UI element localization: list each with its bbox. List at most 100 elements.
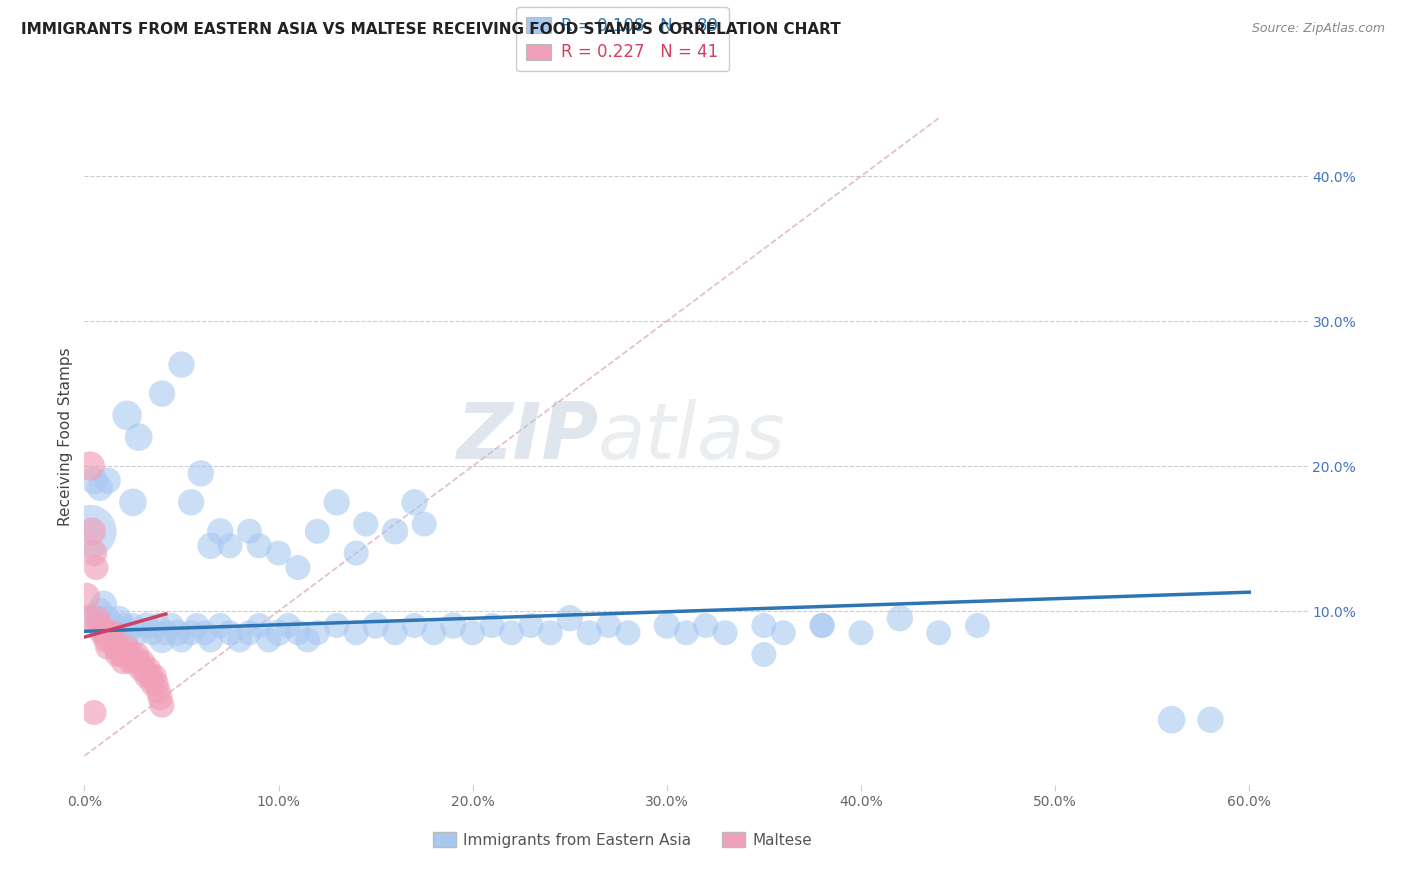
Text: ZIP: ZIP xyxy=(456,399,598,475)
Point xyxy=(461,625,484,640)
Point xyxy=(114,648,136,662)
Point xyxy=(112,655,135,669)
Point xyxy=(200,633,222,648)
Point xyxy=(135,669,157,683)
Point xyxy=(326,495,349,509)
Point xyxy=(150,386,173,401)
Point xyxy=(118,648,141,662)
Point xyxy=(404,618,426,632)
Point xyxy=(110,648,132,662)
Point xyxy=(75,590,97,604)
Point xyxy=(344,625,367,640)
Point xyxy=(354,516,377,531)
Point xyxy=(115,409,138,423)
Point xyxy=(128,430,150,444)
Point xyxy=(82,524,104,539)
Point xyxy=(180,495,202,509)
Point xyxy=(194,625,217,640)
Point xyxy=(277,618,299,632)
Point xyxy=(84,560,107,574)
Legend: Immigrants from Eastern Asia, Maltese: Immigrants from Eastern Asia, Maltese xyxy=(426,826,818,854)
Point xyxy=(93,597,115,611)
Point xyxy=(100,633,122,648)
Point xyxy=(811,618,834,632)
Point xyxy=(219,625,242,640)
Point xyxy=(141,676,163,690)
Point xyxy=(655,618,678,632)
Point xyxy=(129,662,152,676)
Point xyxy=(966,618,988,632)
Point xyxy=(257,633,280,648)
Point xyxy=(423,625,446,640)
Point xyxy=(160,618,183,632)
Point xyxy=(752,618,775,632)
Point xyxy=(180,625,202,640)
Point xyxy=(103,625,125,640)
Point xyxy=(714,625,737,640)
Point xyxy=(267,625,290,640)
Point xyxy=(307,524,329,539)
Point xyxy=(617,625,640,640)
Point xyxy=(149,690,172,705)
Point xyxy=(413,516,436,531)
Point xyxy=(849,625,872,640)
Point xyxy=(752,648,775,662)
Point xyxy=(928,625,950,640)
Point xyxy=(219,539,242,553)
Point xyxy=(120,655,142,669)
Point xyxy=(238,524,260,539)
Point xyxy=(287,560,309,574)
Point xyxy=(83,546,105,560)
Point xyxy=(122,618,145,632)
Point xyxy=(125,648,148,662)
Point xyxy=(267,546,290,560)
Point xyxy=(578,625,600,640)
Point xyxy=(145,676,167,690)
Point xyxy=(772,625,794,640)
Point xyxy=(122,495,145,509)
Point xyxy=(675,625,697,640)
Point xyxy=(90,625,112,640)
Point xyxy=(209,524,232,539)
Point xyxy=(77,611,100,625)
Point xyxy=(209,618,232,632)
Point xyxy=(134,662,156,676)
Y-axis label: Receiving Food Stamps: Receiving Food Stamps xyxy=(58,348,73,526)
Point xyxy=(115,640,138,655)
Point xyxy=(558,611,581,625)
Point xyxy=(297,633,319,648)
Point xyxy=(1160,713,1182,727)
Point xyxy=(83,706,105,720)
Point xyxy=(138,662,160,676)
Point xyxy=(538,625,561,640)
Point xyxy=(97,640,120,655)
Point xyxy=(115,625,138,640)
Text: IMMIGRANTS FROM EASTERN ASIA VS MALTESE RECEIVING FOOD STAMPS CORRELATION CHART: IMMIGRANTS FROM EASTERN ASIA VS MALTESE … xyxy=(21,22,841,37)
Point xyxy=(89,604,111,618)
Point xyxy=(155,625,177,640)
Point xyxy=(93,625,115,640)
Point xyxy=(94,633,117,648)
Point xyxy=(247,539,270,553)
Point xyxy=(124,655,146,669)
Point xyxy=(170,633,193,648)
Point xyxy=(228,633,250,648)
Point xyxy=(143,669,166,683)
Point xyxy=(307,625,329,640)
Point xyxy=(150,633,173,648)
Point xyxy=(146,683,169,698)
Point xyxy=(238,625,260,640)
Point xyxy=(501,625,523,640)
Point xyxy=(441,618,464,632)
Point xyxy=(83,611,105,625)
Point xyxy=(364,618,387,632)
Point xyxy=(79,458,101,473)
Point xyxy=(384,524,406,539)
Point xyxy=(139,669,162,683)
Point xyxy=(141,625,163,640)
Point xyxy=(135,618,157,632)
Point xyxy=(79,524,101,539)
Point xyxy=(287,625,309,640)
Point xyxy=(384,625,406,640)
Point xyxy=(190,467,212,481)
